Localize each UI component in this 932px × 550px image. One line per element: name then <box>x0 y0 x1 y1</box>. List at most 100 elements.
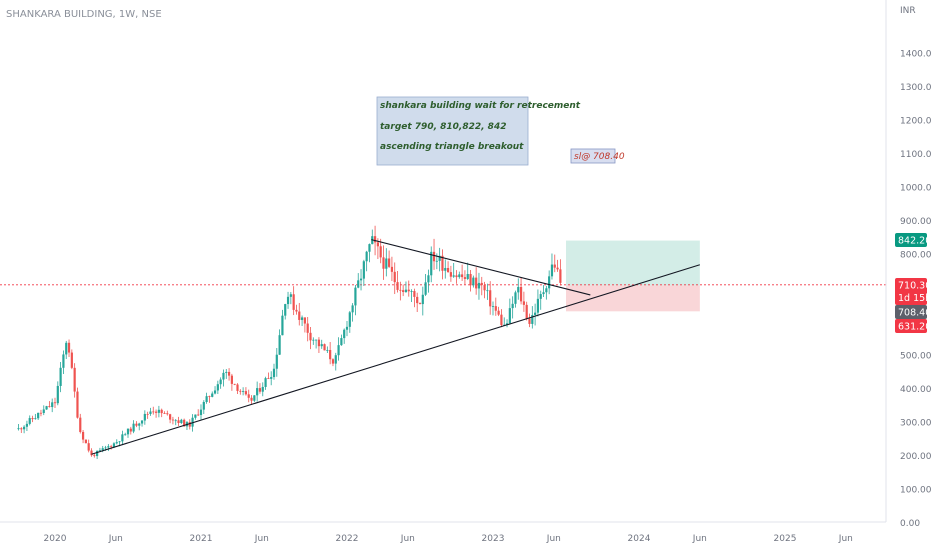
candle-body <box>528 318 531 324</box>
price-axis[interactable]: 1400.00 1300.00 1200.00 1100.00 1000.00 900.0… <box>900 50 932 530</box>
candle-body <box>230 375 233 384</box>
entry-badge-bg <box>895 305 927 319</box>
target-zone[interactable] <box>566 240 700 286</box>
trendline-upper[interactable] <box>371 239 591 296</box>
trendline-lower[interactable] <box>91 264 700 455</box>
candle-body <box>413 291 416 297</box>
target-badge-text: 842.20 <box>898 236 931 247</box>
time-tick-label: 2023 <box>482 534 505 544</box>
candle-body <box>514 292 517 304</box>
candle-body <box>45 406 48 410</box>
candle-body <box>278 335 281 355</box>
candle-body <box>149 411 152 414</box>
candle-body <box>73 367 76 392</box>
price-tick-label: 300.00 <box>900 418 932 428</box>
stop-loss-label-bg <box>570 148 616 164</box>
candle-body <box>550 264 554 277</box>
note-box[interactable]: shankara building wait for retrecement t… <box>376 96 581 166</box>
candle-body <box>253 395 256 401</box>
candle-body <box>477 282 481 289</box>
candle-body <box>236 384 239 391</box>
candle-body <box>132 423 135 432</box>
candle-body <box>174 420 177 422</box>
note-line-2: target 790, 810,822, 842 <box>380 122 506 132</box>
stop-badge: 631.20 <box>895 319 931 333</box>
candle-body <box>160 409 163 414</box>
time-axis[interactable]: 2020 Jun 2021 Jun 2022 Jun 2023 Jun 2024 Jun 2025 J… <box>44 534 853 544</box>
time-tick-label: 2024 <box>628 534 651 544</box>
candle-body <box>284 304 287 316</box>
candles-group <box>17 225 562 460</box>
candle-body <box>404 289 408 293</box>
candle-body <box>373 236 377 243</box>
candle-body <box>118 441 121 443</box>
candle-body <box>309 332 312 341</box>
price-tick-label: 1200.00 <box>900 117 932 127</box>
price-tick-label: 800.00 <box>900 251 932 261</box>
candle-body <box>505 323 509 325</box>
candle-body <box>548 276 551 289</box>
price-tick-label: 100.00 <box>900 485 932 495</box>
price-tick-label: 1100.00 <box>900 150 932 160</box>
stop-zone[interactable] <box>566 285 700 312</box>
candle-body <box>107 446 110 448</box>
candle-body <box>452 275 455 277</box>
candle-body <box>382 257 385 269</box>
currency-label: INR <box>900 6 916 16</box>
candle-body <box>435 260 438 262</box>
candle-body <box>211 393 214 397</box>
candle-body <box>469 274 472 286</box>
candle-body <box>517 286 520 293</box>
candle-body <box>362 261 365 279</box>
candle-body <box>171 419 175 421</box>
candle-body <box>93 455 96 457</box>
candle-body <box>446 267 450 273</box>
candle-body <box>511 303 514 309</box>
candle-body <box>354 287 357 306</box>
candle-body <box>146 413 149 415</box>
candle-body <box>222 372 225 380</box>
candle-body <box>345 326 349 330</box>
candle-body <box>438 255 441 261</box>
candle-body <box>427 275 430 283</box>
last-price-badge-bg <box>895 278 927 305</box>
candle-body <box>396 282 399 290</box>
price-tick-label: 0.00 <box>900 519 920 529</box>
candle-body <box>270 377 273 379</box>
candle-body <box>37 412 40 419</box>
candle-body <box>331 359 335 364</box>
candle-body <box>289 294 292 297</box>
candle-body <box>225 371 228 373</box>
candle-body <box>275 354 278 369</box>
candle-body <box>458 274 461 278</box>
candle-body <box>25 423 29 427</box>
candle-body <box>534 312 537 315</box>
candle-body <box>312 339 315 341</box>
candle-body <box>67 342 71 353</box>
candle-body <box>441 255 444 271</box>
candle-body <box>62 354 65 368</box>
stop-loss-label[interactable]: sl@ 708.40 <box>570 148 625 164</box>
candle-body <box>379 246 382 258</box>
price-tick-label: 1000.00 <box>900 184 932 194</box>
price-tick-label: 400.00 <box>900 385 932 395</box>
candle-body <box>208 396 211 397</box>
candle-body <box>53 402 57 404</box>
candle-body <box>486 290 489 292</box>
candle-body <box>84 439 87 444</box>
candle-body <box>357 280 360 288</box>
candle-body <box>418 303 422 305</box>
candle-body <box>48 406 51 408</box>
candle-body <box>466 274 469 279</box>
stop-loss-label-text: sl@ 708.40 <box>574 152 625 162</box>
target-badge-bg <box>895 233 927 247</box>
candle-body <box>455 275 458 278</box>
candle-body <box>166 413 169 415</box>
trendlines-group[interactable] <box>91 239 700 455</box>
candle-body <box>407 289 410 292</box>
candle-body <box>101 448 104 451</box>
note-line-3: ascending triangle breakout <box>380 142 524 152</box>
candle-body <box>559 269 562 283</box>
